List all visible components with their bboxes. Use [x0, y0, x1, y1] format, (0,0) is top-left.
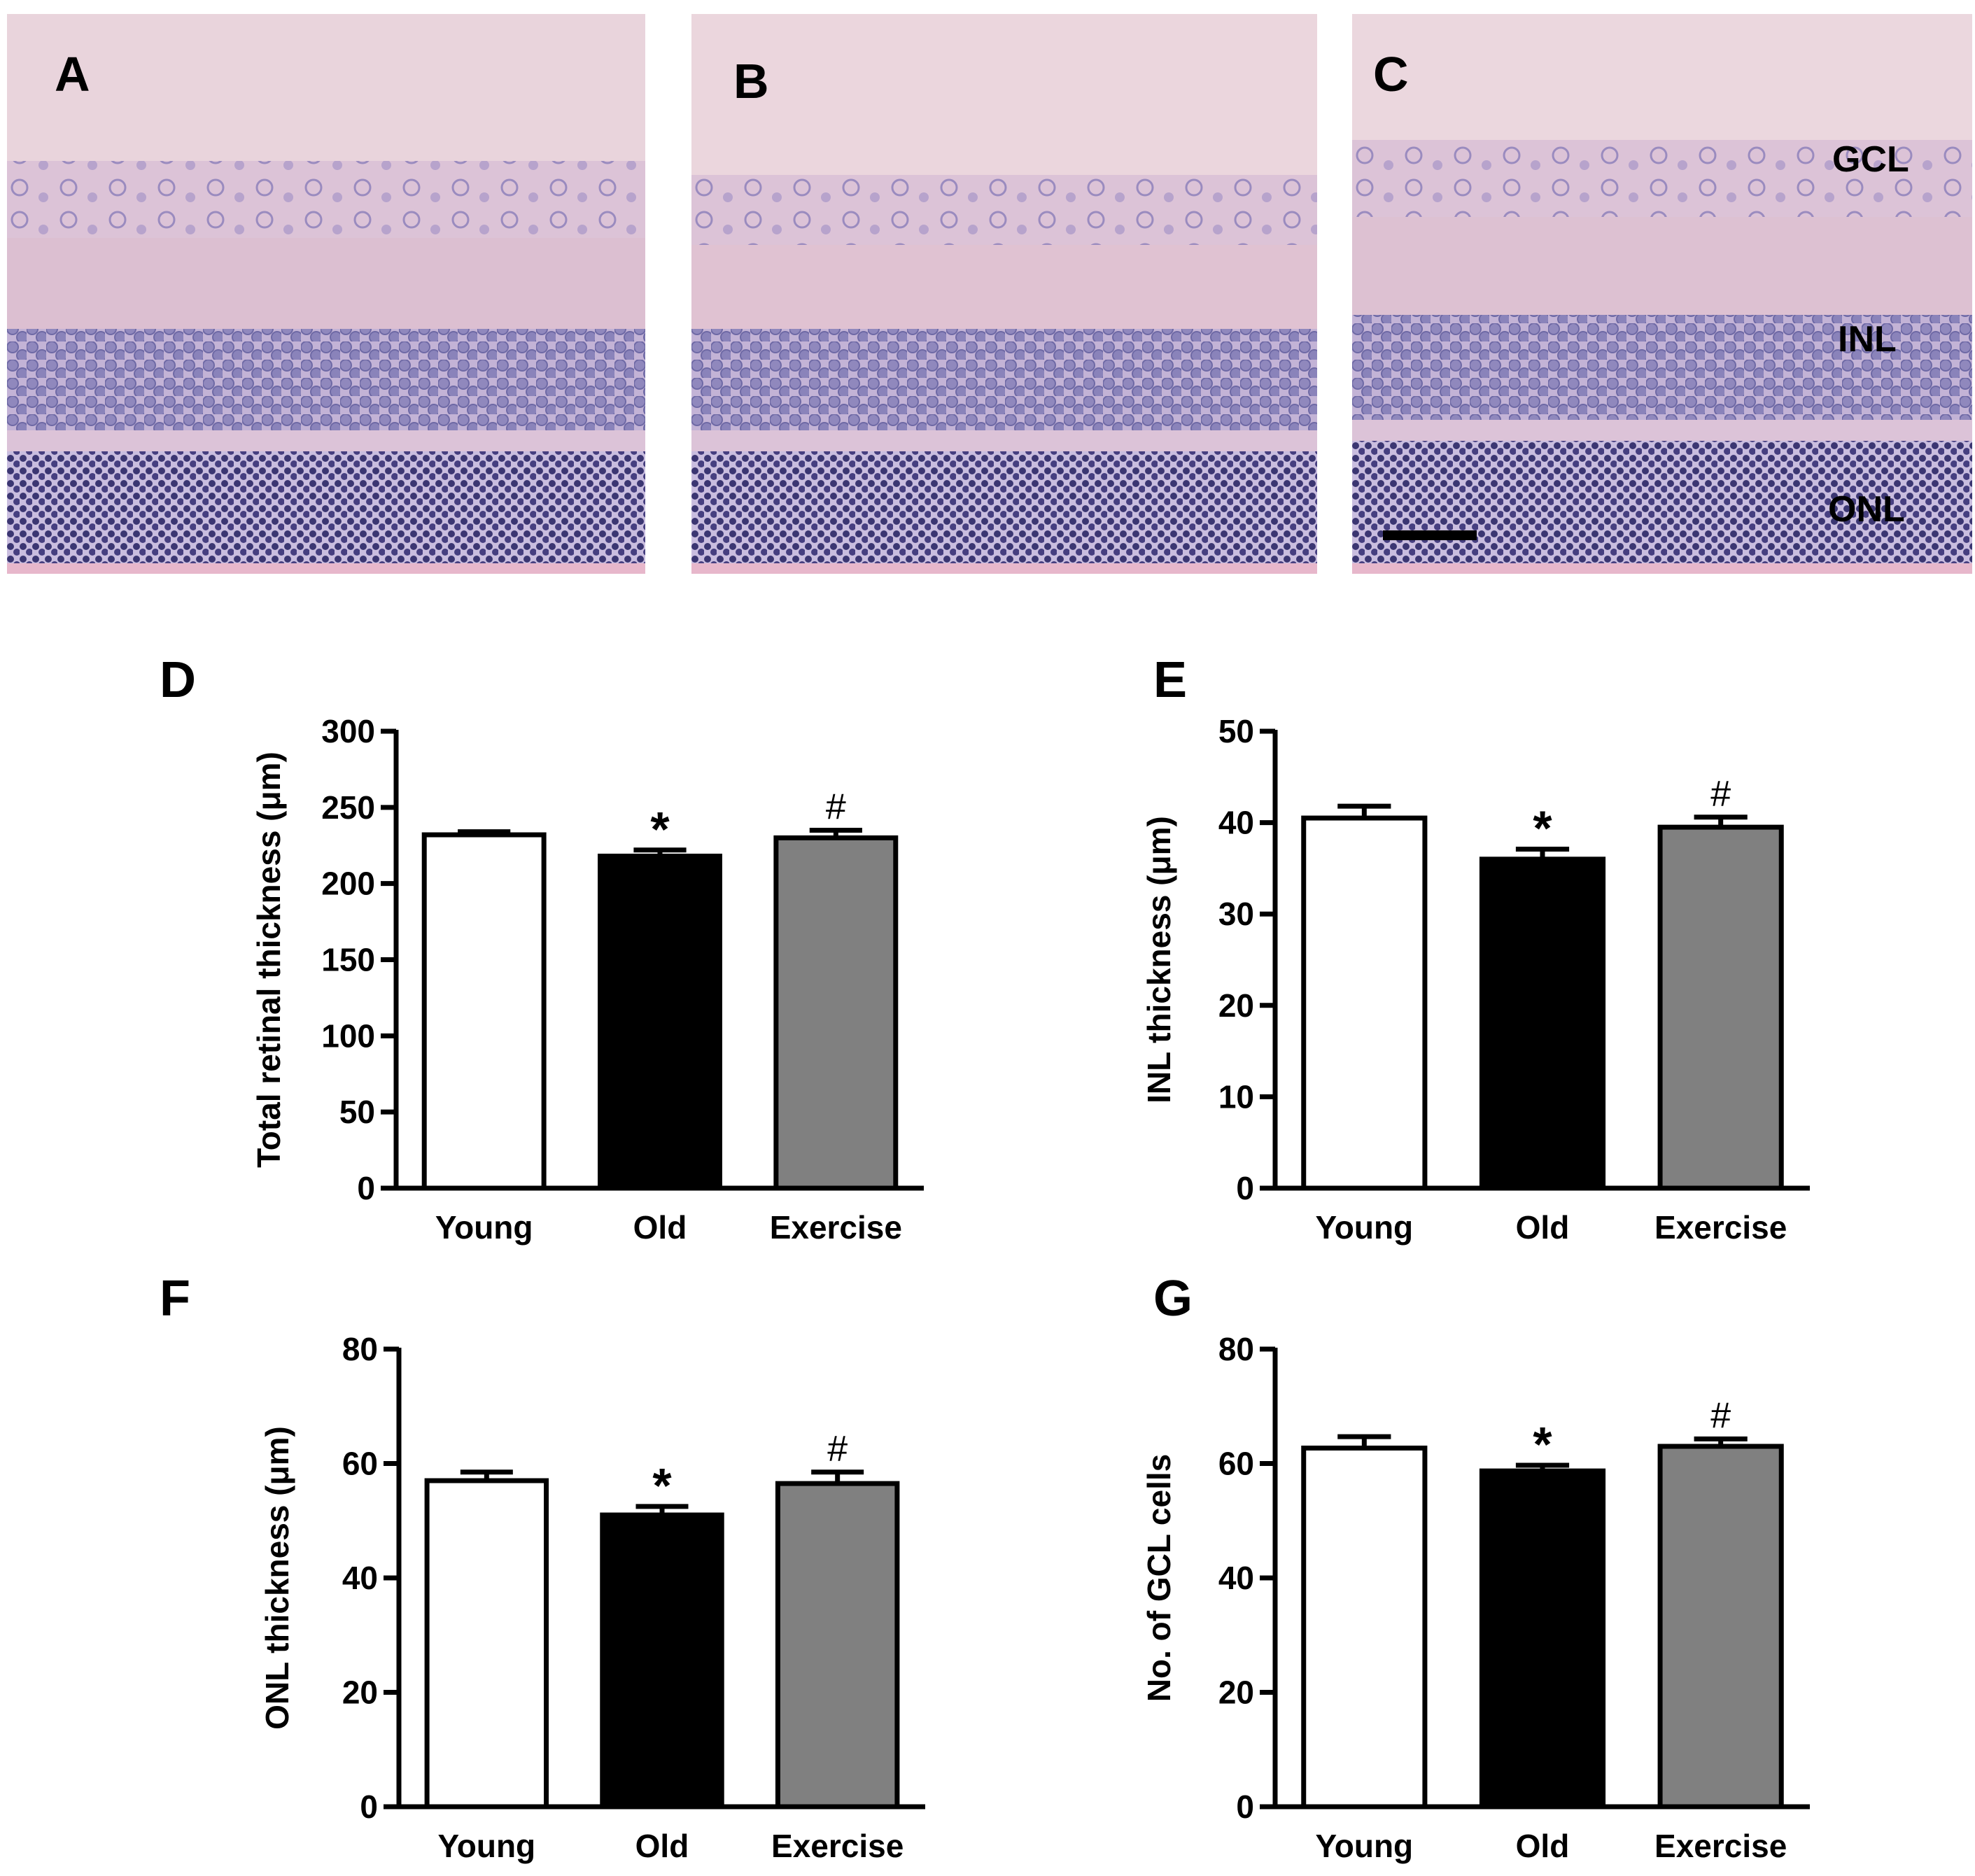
x-tick-label: Old — [1516, 1828, 1570, 1864]
y-axis-label: INL thickness (μm) — [1141, 816, 1177, 1103]
y-tick-label: 80 — [342, 1331, 378, 1367]
histology-panel-a: A — [7, 14, 645, 574]
y-tick-label: 60 — [342, 1446, 378, 1482]
significance-marker: # — [826, 787, 846, 827]
layer-label-gcl: GCL — [1832, 139, 1909, 180]
histology-panel-c: C GCL INL ONL — [1352, 14, 1972, 574]
bar-young — [424, 1478, 549, 1810]
significance-marker: * — [1533, 1417, 1552, 1472]
y-axis-label: ONL thickness (μm) — [259, 1426, 295, 1730]
y-tick-label: 60 — [1218, 1446, 1254, 1482]
x-tick-label: Exercise — [770, 1209, 902, 1246]
y-tick-label: 10 — [1218, 1078, 1254, 1115]
y-tick-label: 200 — [321, 866, 375, 902]
y-tick-label: 20 — [342, 1674, 378, 1711]
y-tick-label: 150 — [321, 942, 375, 978]
significance-marker: # — [1710, 1395, 1731, 1436]
y-tick-label: 40 — [1218, 805, 1254, 841]
panel-label-b: B — [733, 54, 769, 108]
bar-young — [1301, 1445, 1428, 1810]
y-tick-label: 250 — [321, 789, 375, 826]
y-tick-label: 50 — [339, 1094, 375, 1130]
significance-marker: # — [827, 1429, 848, 1469]
chart-panel-e: E INL thickness (μm) Young * Old # Exercise 0 10… — [1141, 652, 1810, 1246]
layer-label-inl: INL — [1838, 319, 1897, 360]
y-tick-label: 40 — [342, 1560, 378, 1596]
y-axis-label: No. of GCL cells — [1141, 1454, 1177, 1702]
bar-exercise — [775, 1481, 900, 1810]
x-tick-label: Young — [437, 1828, 535, 1864]
significance-marker: * — [650, 802, 670, 856]
panel-label: D — [160, 652, 196, 708]
bar-young — [421, 832, 547, 1191]
panel-label: F — [160, 1271, 190, 1327]
bar-exercise — [773, 835, 899, 1191]
panel-label: E — [1153, 652, 1187, 708]
y-tick-label: 20 — [1218, 987, 1254, 1024]
x-tick-label: Exercise — [771, 1828, 904, 1864]
outer-plexiform-layer-b — [691, 430, 1317, 451]
layer-label-onl: ONL — [1828, 489, 1905, 530]
x-tick-label: Old — [633, 1209, 687, 1246]
outer-plexiform-layer-a — [7, 430, 645, 451]
y-tick-label: 50 — [1218, 713, 1254, 749]
y-tick-label: 0 — [1236, 1789, 1254, 1825]
bar-old — [598, 853, 722, 1191]
significance-marker: # — [1710, 774, 1731, 814]
y-tick-label: 0 — [360, 1789, 378, 1825]
significance-marker: * — [1533, 801, 1552, 855]
x-tick-label: Exercise — [1654, 1209, 1787, 1246]
y-tick-label: 40 — [1218, 1560, 1254, 1596]
scale-bar — [1383, 530, 1477, 540]
x-tick-label: Young — [1315, 1828, 1413, 1864]
inner-plexiform-layer-a — [7, 238, 645, 329]
bar-exercise — [1657, 1444, 1784, 1810]
y-tick-label: 300 — [321, 713, 375, 749]
x-tick-label: Young — [435, 1209, 533, 1246]
panel-label-c: C — [1373, 47, 1409, 101]
bar-old — [1479, 856, 1606, 1191]
x-tick-label: Old — [1516, 1209, 1570, 1246]
y-tick-label: 20 — [1218, 1674, 1254, 1711]
x-tick-label: Exercise — [1654, 1828, 1787, 1864]
histology-panel-b: B — [691, 14, 1317, 574]
panel-label-a: A — [55, 47, 90, 101]
y-tick-label: 0 — [357, 1170, 375, 1206]
significance-marker: * — [652, 1458, 672, 1513]
chart-panel-f: F ONL thickness (μm) Young * Old # Exercise 0 20… — [160, 1271, 925, 1864]
inner-plexiform-layer-b — [691, 245, 1317, 329]
bar-young — [1301, 815, 1428, 1191]
y-tick-label: 0 — [1236, 1170, 1254, 1206]
bar-exercise — [1657, 824, 1784, 1191]
outer-plexiform-layer-c — [1352, 420, 1972, 441]
chart-panel-d: D Total retinal thickness (μm) Young * Old # E… — [160, 652, 924, 1246]
y-tick-label: 80 — [1218, 1331, 1254, 1367]
y-tick-label: 30 — [1218, 896, 1254, 932]
y-axis-label: Total retinal thickness (μm) — [251, 752, 287, 1168]
panel-label: G — [1153, 1271, 1193, 1327]
x-tick-label: Old — [635, 1828, 689, 1864]
bar-old — [600, 1512, 724, 1810]
bar-old — [1479, 1468, 1606, 1810]
inner-plexiform-layer-c — [1352, 217, 1972, 315]
x-tick-label: Young — [1315, 1209, 1413, 1246]
y-tick-label: 100 — [321, 1017, 375, 1054]
chart-panel-g: G No. of GCL cells Young * Old # Exercise 0 20 40… — [1141, 1271, 1810, 1864]
